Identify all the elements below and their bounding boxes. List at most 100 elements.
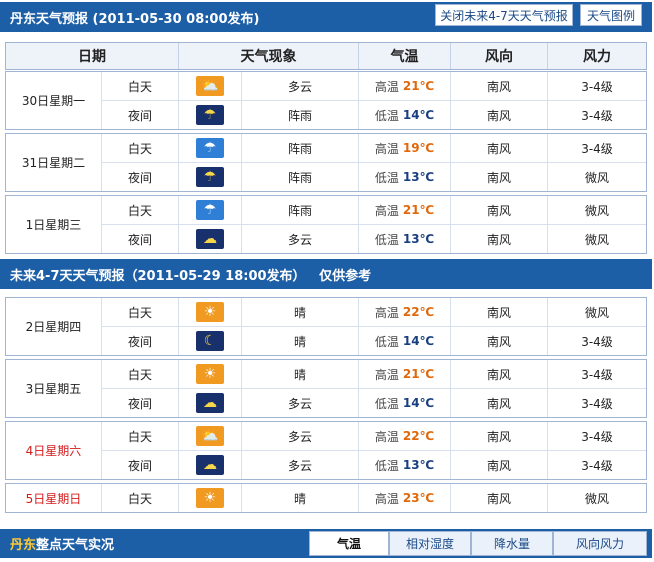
period-label: 夜间 [102, 327, 179, 355]
wind-direction: 南风 [451, 484, 548, 512]
high-temp-label: 高温 [374, 79, 399, 94]
close-4-7-day-button[interactable]: 关闭未来4-7天天气预报 [435, 4, 573, 26]
weather-icon-cell: ☀ [179, 298, 242, 326]
tab-precipitation[interactable]: 降水量 [471, 531, 553, 556]
table-row: 夜间 ☁ 多云 低温 13℃ 南风 3-4级 [6, 451, 646, 479]
temperature-cell: 高温 21℃ [359, 72, 451, 100]
period-label: 夜间 [102, 163, 179, 191]
row-divider [102, 100, 646, 101]
wind-force: 3-4级 [581, 396, 613, 411]
row-divider [102, 388, 646, 389]
tab-wind[interactable]: 风向风力 [553, 531, 647, 556]
partly-cloudy-day-icon: ⛅ [196, 76, 224, 96]
high-temp-label: 高温 [374, 203, 399, 218]
thunder-rain-night-icon: ☂ [196, 105, 224, 125]
table-row: 白天 ☀ 晴高温 22℃ 南风 微风 [6, 298, 646, 326]
period-label: 夜间 [102, 225, 179, 253]
temperature-value: 13℃ [402, 458, 435, 472]
table-row: 白天 ☂ 阵雨 高温 19℃ 南风 3-4级 [6, 134, 646, 162]
weather-icon-cell: ☁ [179, 451, 242, 479]
period-label: 白天 [102, 72, 179, 100]
temperature-cell: 低温 14℃ [359, 389, 451, 417]
wind-direction: 南风 [451, 72, 548, 100]
temperature-value: 21℃ [402, 203, 435, 217]
tab-temperature[interactable]: 气温 [309, 531, 389, 556]
wind-force: 微风 [584, 203, 609, 218]
weather-description: 多云 [242, 389, 359, 417]
period-label: 夜间 [102, 451, 179, 479]
table-header: 日期 天气现象 气温 风向 风力 [5, 42, 647, 70]
wind-direction: 南风 [451, 298, 548, 326]
cloudy-night-icon: ☁ [196, 229, 224, 249]
temperature-cell: 高温 22℃ [359, 298, 451, 326]
shower-day-icon: ☂ [196, 138, 224, 158]
day-date-label: 5日星期日 [6, 484, 102, 512]
temperature-value: 22℃ [402, 429, 435, 443]
low-temp-label: 低温 [374, 396, 399, 411]
header-weather: 天气现象 [179, 43, 359, 69]
row-divider [102, 326, 646, 327]
temperature-cell: 高温 19℃ [359, 134, 451, 162]
temperature-value: 21℃ [402, 79, 435, 93]
table-row: 白天 ⛅ 多云 高温 21℃ 南风 3-4级 [6, 72, 646, 100]
temperature-value: 14℃ [402, 396, 435, 410]
temperature-value: 19℃ [402, 141, 435, 155]
temperature-cell: 低温 13℃ [359, 163, 451, 191]
forecast-day-block: 1日星期三 白天 ☂ 阵雨 高温 21℃ 南风 微风 夜间 ☁ 多云 低温 13℃ 南风 微风 [5, 195, 647, 254]
wind-direction: 南风 [451, 327, 548, 355]
wind-force: 3-4级 [581, 429, 613, 444]
weather-icon-cell: ☾ [179, 327, 242, 355]
table-row: 白天 ⛅ 多云 高温 22℃ 南风 3-4级 [6, 422, 646, 450]
table-row: 白天 ☀ 晴高温 23℃ 南风 微风 [6, 484, 646, 512]
temperature-value: 21℃ [402, 367, 435, 381]
weather-description: 多云 [242, 72, 359, 100]
low-temp-label: 低温 [374, 232, 399, 247]
period-label: 白天 [102, 484, 179, 512]
low-temp-label: 低温 [374, 458, 399, 473]
row-divider [102, 162, 646, 163]
weather-description: 晴 [242, 484, 359, 512]
wind-force: 微风 [584, 170, 609, 185]
shower-day-icon: ☂ [196, 200, 224, 220]
header-wind-direction: 风向 [451, 43, 548, 69]
forecast-day-block: 2日星期四 白天 ☀ 晴高温 22℃ 南风 微风 夜间 ☾ 晴低温 14℃ 南风 3-4级 [5, 297, 647, 356]
wind-direction: 南风 [451, 101, 548, 129]
weather-icon-cell: ☀ [179, 484, 242, 512]
wind-force: 3-4级 [581, 367, 613, 382]
weather-description: 阵雨 [242, 163, 359, 191]
weather-icon-cell: ⛅ [179, 422, 242, 450]
tab-humidity[interactable]: 相对湿度 [389, 531, 471, 556]
temperature-value: 13℃ [402, 170, 435, 184]
partly-cloudy-day-icon: ⛅ [196, 426, 224, 446]
wind-direction: 南风 [451, 422, 548, 450]
weather-description: 阵雨 [242, 134, 359, 162]
temperature-cell: 低温 14℃ [359, 327, 451, 355]
weather-description: 阵雨 [242, 196, 359, 224]
wind-direction: 南风 [451, 196, 548, 224]
shower-night-icon: ☂ [196, 167, 224, 187]
temperature-value: 13℃ [402, 232, 435, 246]
high-temp-label: 高温 [374, 141, 399, 156]
weather-description: 晴 [242, 360, 359, 388]
header-date: 日期 [6, 43, 179, 69]
period-label: 白天 [102, 298, 179, 326]
weather-description: 晴 [242, 327, 359, 355]
wind-direction: 南风 [451, 134, 548, 162]
weather-description: 阵雨 [242, 101, 359, 129]
forecast-4-7-title-bar: 未来4-7天天气预报（2011-05-29 18:00发布） 仅供参考 [0, 259, 652, 289]
period-label: 白天 [102, 360, 179, 388]
wind-force: 3-4级 [581, 79, 613, 94]
temperature-value: 23℃ [402, 491, 435, 505]
forecast-day-block: 4日星期六 白天 ⛅ 多云 高温 22℃ 南风 3-4级 夜间 ☁ 多云 低温 13℃ 南风 3-4级 [5, 421, 647, 480]
table-row: 夜间 ☾ 晴低温 14℃ 南风 3-4级 [6, 327, 646, 355]
table-row: 夜间 ☂ 阵雨 低温 14℃ 南风 3-4级 [6, 101, 646, 129]
temperature-cell: 高温 22℃ [359, 422, 451, 450]
weather-icon-cell: ☂ [179, 163, 242, 191]
table-row: 夜间 ☁ 多云 低温 14℃ 南风 3-4级 [6, 389, 646, 417]
day-date-label: 31日星期二 [6, 134, 102, 191]
period-label: 白天 [102, 196, 179, 224]
day-date-label: 2日星期四 [6, 298, 102, 355]
weather-legend-button[interactable]: 天气图例 [580, 4, 642, 26]
temperature-cell: 高温 23℃ [359, 484, 451, 512]
weather-icon-cell: ☂ [179, 101, 242, 129]
